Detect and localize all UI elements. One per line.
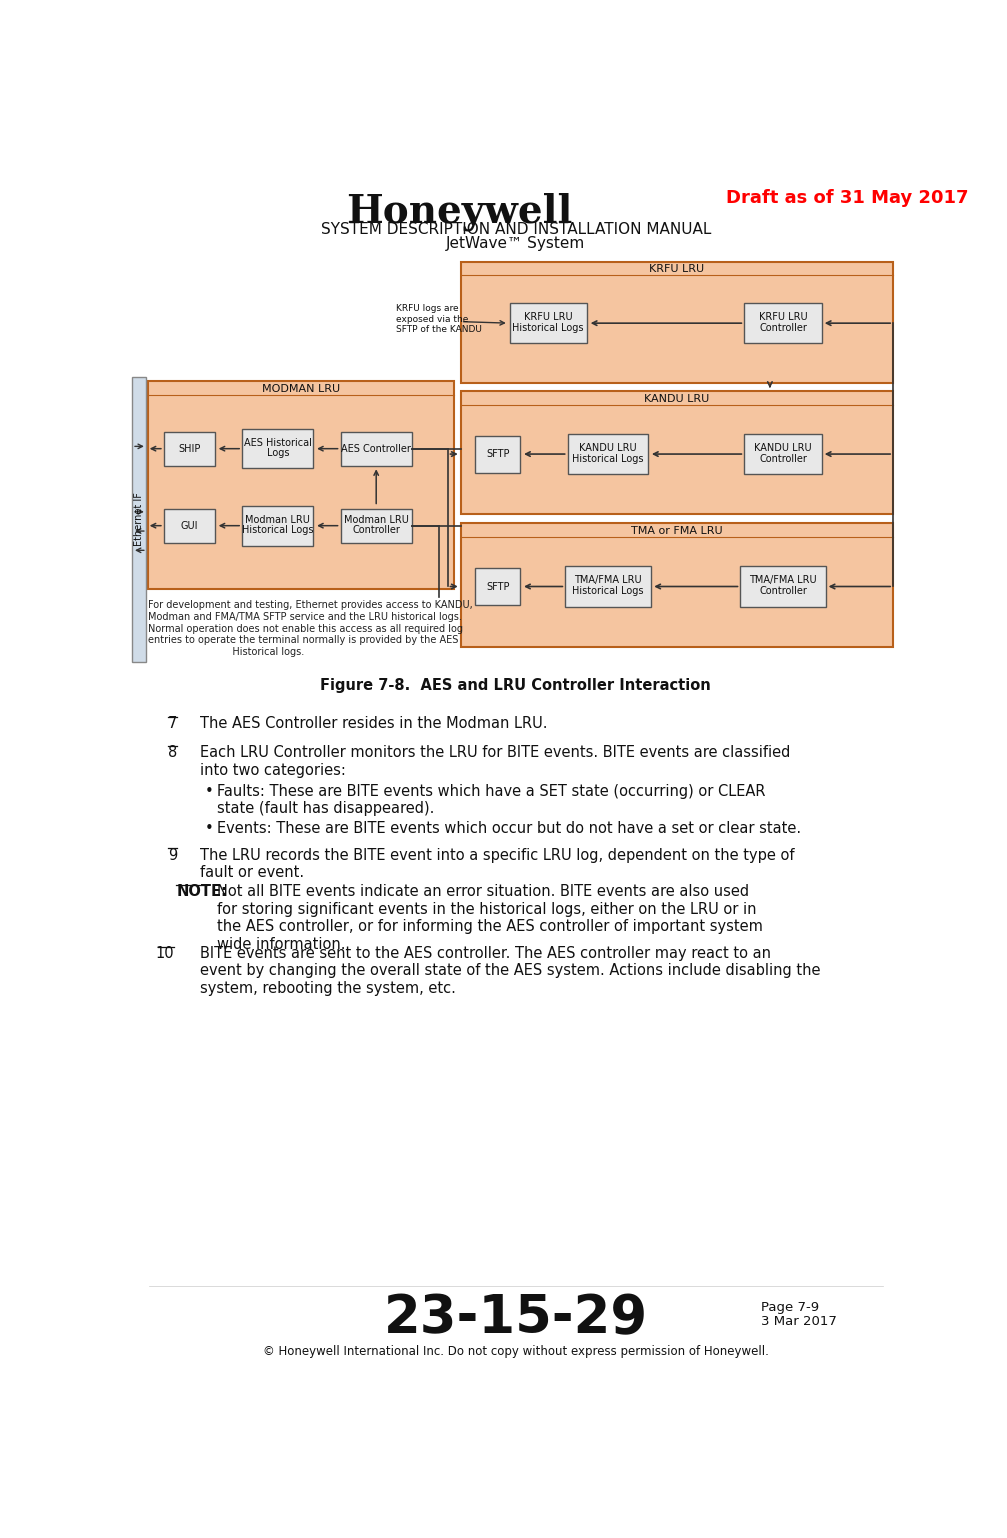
Text: •: • — [205, 821, 213, 835]
Text: Honeywell: Honeywell — [346, 192, 572, 231]
FancyBboxPatch shape — [475, 568, 521, 604]
Text: Draft as of 31 May 2017: Draft as of 31 May 2017 — [726, 189, 969, 208]
Text: TMA/FMA LRU: TMA/FMA LRU — [749, 575, 817, 586]
FancyBboxPatch shape — [148, 381, 454, 589]
Text: KRFU LRU: KRFU LRU — [524, 312, 573, 321]
Text: SYSTEM DESCRIPTION AND INSTALLATION MANUAL: SYSTEM DESCRIPTION AND INSTALLATION MANU… — [320, 221, 711, 237]
Text: BITE events are sent to the AES controller. The AES controller may react to an
e: BITE events are sent to the AES controll… — [199, 946, 820, 997]
FancyBboxPatch shape — [565, 566, 651, 606]
Text: TMA or FMA LRU: TMA or FMA LRU — [631, 526, 723, 537]
Text: •: • — [205, 784, 213, 798]
FancyBboxPatch shape — [242, 429, 313, 468]
FancyBboxPatch shape — [340, 432, 412, 466]
Text: The LRU records the BITE event into a specific LRU log, dependent on the type of: The LRU records the BITE event into a sp… — [199, 847, 794, 880]
Text: MODMAN LRU: MODMAN LRU — [262, 383, 339, 394]
Text: Faults: These are BITE events which have a SET state (occurring) or CLEAR
state : Faults: These are BITE events which have… — [217, 784, 765, 817]
Text: Modman LRU: Modman LRU — [246, 515, 310, 524]
Text: Not all BITE events indicate an error situation. BITE events are also used
for s: Not all BITE events indicate an error si… — [217, 884, 762, 952]
Text: Controller: Controller — [352, 526, 400, 535]
FancyBboxPatch shape — [568, 434, 649, 474]
Text: The AES Controller resides in the Modman LRU.: The AES Controller resides in the Modman… — [199, 715, 547, 731]
Text: KANDU LRU: KANDU LRU — [644, 394, 710, 403]
Text: Historical Logs: Historical Logs — [572, 454, 643, 463]
Text: Page 7-9: Page 7-9 — [761, 1301, 820, 1313]
Text: For development and testing, Ethernet provides access to KANDU,
Modman and FMA/T: For development and testing, Ethernet pr… — [148, 600, 472, 657]
Text: AES Controller: AES Controller — [341, 443, 411, 454]
FancyBboxPatch shape — [460, 261, 893, 383]
Text: Historical Logs: Historical Logs — [572, 586, 643, 597]
Text: Controller: Controller — [759, 323, 807, 332]
Text: 8: 8 — [168, 744, 177, 760]
Text: NOTE:: NOTE: — [176, 884, 228, 900]
Text: Historical Logs: Historical Logs — [242, 526, 313, 535]
Text: JetWave™ System: JetWave™ System — [446, 235, 585, 251]
Text: KRFU logs are
exposed via the
SFTP of the KANDU: KRFU logs are exposed via the SFTP of th… — [396, 305, 481, 334]
Text: 7: 7 — [168, 715, 177, 731]
Text: Historical Logs: Historical Logs — [513, 323, 584, 332]
FancyBboxPatch shape — [510, 303, 587, 343]
Text: Figure 7-8.  AES and LRU Controller Interaction: Figure 7-8. AES and LRU Controller Inter… — [320, 678, 711, 692]
FancyBboxPatch shape — [242, 506, 313, 546]
Text: 10: 10 — [155, 946, 174, 961]
Text: KANDU LRU: KANDU LRU — [754, 443, 812, 452]
Text: Modman LRU: Modman LRU — [343, 515, 409, 524]
Text: Logs: Logs — [267, 448, 289, 458]
Text: SFTP: SFTP — [486, 581, 510, 592]
Text: Events: These are BITE events which occur but do not have a set or clear state.: Events: These are BITE events which occu… — [217, 821, 801, 835]
Text: KRFU LRU: KRFU LRU — [758, 312, 808, 321]
Text: Controller: Controller — [759, 586, 807, 597]
Text: KRFU LRU: KRFU LRU — [650, 265, 705, 274]
Text: Each LRU Controller monitors the LRU for BITE events. BITE events are classified: Each LRU Controller monitors the LRU for… — [199, 744, 789, 778]
Text: 9: 9 — [168, 847, 177, 863]
Text: TMA/FMA LRU: TMA/FMA LRU — [574, 575, 641, 586]
FancyBboxPatch shape — [475, 435, 521, 472]
Text: GUI: GUI — [180, 521, 198, 531]
FancyBboxPatch shape — [460, 523, 893, 646]
FancyBboxPatch shape — [460, 391, 893, 514]
Text: SHIP: SHIP — [178, 443, 200, 454]
FancyBboxPatch shape — [132, 377, 146, 661]
Text: AES Historical: AES Historical — [244, 437, 312, 448]
FancyBboxPatch shape — [164, 432, 215, 466]
Text: KANDU LRU: KANDU LRU — [579, 443, 636, 452]
FancyBboxPatch shape — [740, 566, 826, 606]
FancyBboxPatch shape — [340, 509, 412, 543]
Text: © Honeywell International Inc. Do not copy without express permission of Honeywe: © Honeywell International Inc. Do not co… — [263, 1344, 768, 1358]
Text: SFTP: SFTP — [486, 449, 510, 458]
Text: 3 Mar 2017: 3 Mar 2017 — [761, 1315, 837, 1327]
FancyBboxPatch shape — [744, 303, 822, 343]
Text: Controller: Controller — [759, 454, 807, 463]
Text: 23-15-29: 23-15-29 — [384, 1292, 648, 1344]
FancyBboxPatch shape — [744, 434, 822, 474]
Text: Ethernet IF: Ethernet IF — [134, 492, 144, 546]
FancyBboxPatch shape — [164, 509, 215, 543]
